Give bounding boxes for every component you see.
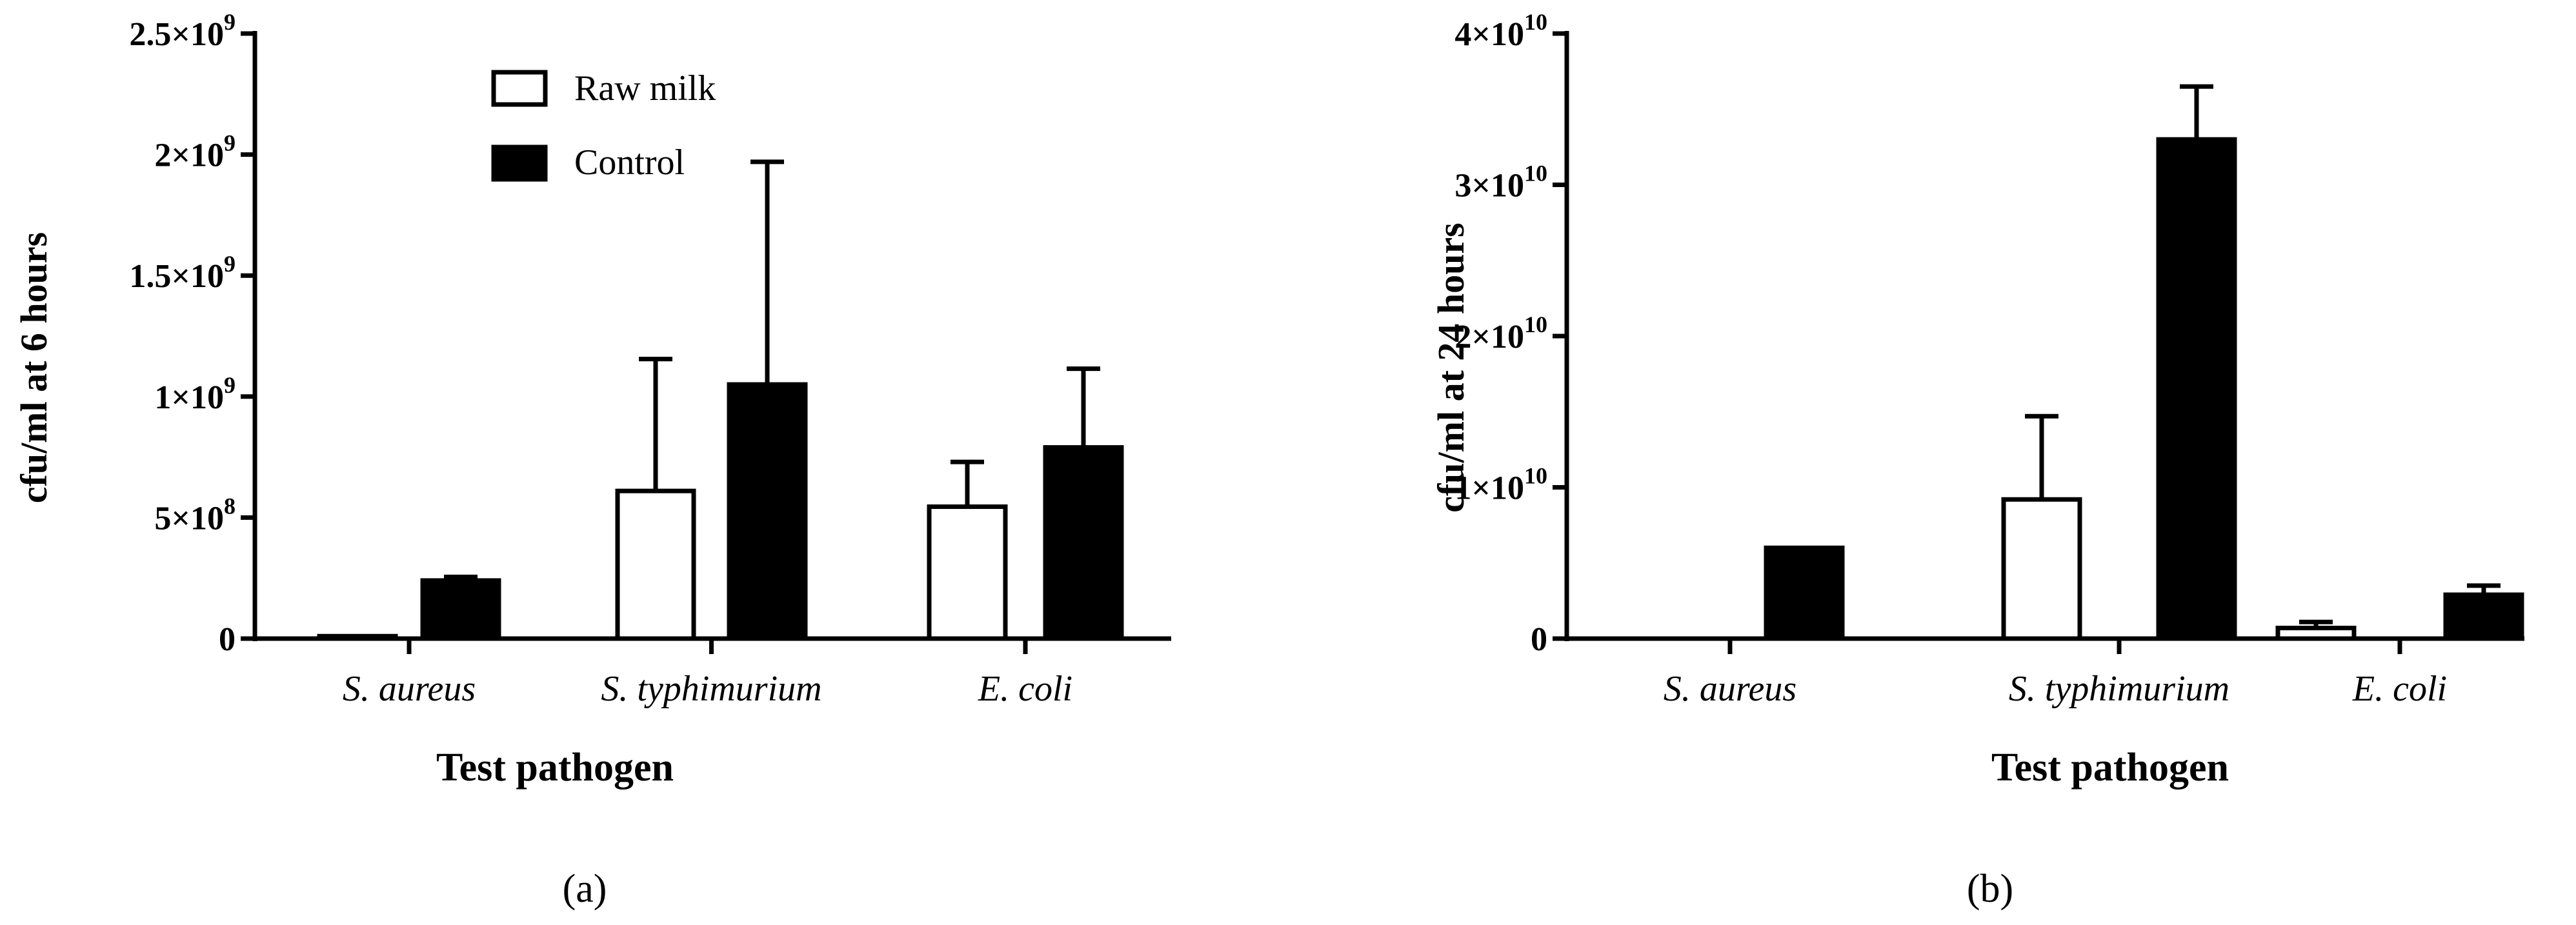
y-tick-label: 0 bbox=[219, 621, 236, 658]
y-tick-label: 1×109 bbox=[154, 372, 236, 416]
y-axis-label-b: cfu/ml at 24 hours bbox=[1430, 223, 1472, 513]
y-tick-label: 2.5×109 bbox=[129, 9, 236, 53]
y-tick-label: 2×1010 bbox=[1454, 312, 1547, 355]
y-tick-label: 1.5×109 bbox=[129, 251, 236, 295]
legend-label-raw-milk: Raw milk bbox=[574, 68, 716, 108]
x-axis-label-b: Test pathogen bbox=[1991, 746, 2229, 790]
bar-raw-milk bbox=[2001, 497, 2082, 641]
x-tick-label: S. aureus bbox=[1664, 669, 1796, 709]
panel-label-b: (b) bbox=[1967, 867, 2013, 911]
x-tick-label: S. typhimurium bbox=[601, 669, 821, 709]
y-axis-label-a: cfu/ml at 6 hours bbox=[13, 232, 55, 504]
legend-label-control: Control bbox=[574, 143, 685, 183]
x-tick-label: E. coli bbox=[2352, 669, 2447, 709]
y-tick-label: 0 bbox=[1531, 621, 1547, 658]
x-tick-label: S. aureus bbox=[343, 669, 476, 709]
chart-panel-b: 0 1×1010 2×1010 3×1010 4×1010 S. aureus S. ty… bbox=[1430, 9, 2524, 911]
legend: Raw milk Control bbox=[491, 68, 716, 183]
legend-swatch-raw-milk bbox=[491, 70, 548, 107]
chart-panel-a: 0 5×108 1×109 1.5×109 2×109 2.5×109 S. aureus… bbox=[13, 9, 1171, 911]
x-tick-label: S. typhimurium bbox=[2009, 669, 2229, 709]
y-tick-label: 2×109 bbox=[154, 130, 236, 174]
bar-control bbox=[2443, 592, 2524, 641]
bar-control bbox=[1043, 445, 1124, 641]
legend-swatch-control bbox=[491, 144, 548, 182]
bar-control bbox=[1764, 545, 1845, 641]
x-tick-label: E. coli bbox=[978, 669, 1072, 709]
x-axis-label-a: Test pathogen bbox=[436, 746, 674, 790]
bar-raw-milk bbox=[615, 488, 696, 641]
y-tick-label: 1×1010 bbox=[1454, 463, 1547, 507]
bars-panel-b bbox=[1764, 84, 2524, 641]
bar-control bbox=[420, 578, 501, 641]
bar-control bbox=[2156, 137, 2237, 641]
y-tick-label: 3×1010 bbox=[1454, 161, 1547, 204]
y-tick-label: 4×1010 bbox=[1454, 9, 1547, 53]
bars-panel-a bbox=[317, 159, 1124, 641]
bar-control bbox=[727, 382, 808, 641]
y-tick-label: 5×108 bbox=[154, 493, 236, 537]
bar-raw-milk bbox=[927, 504, 1008, 641]
panel-label-a: (a) bbox=[563, 867, 607, 911]
